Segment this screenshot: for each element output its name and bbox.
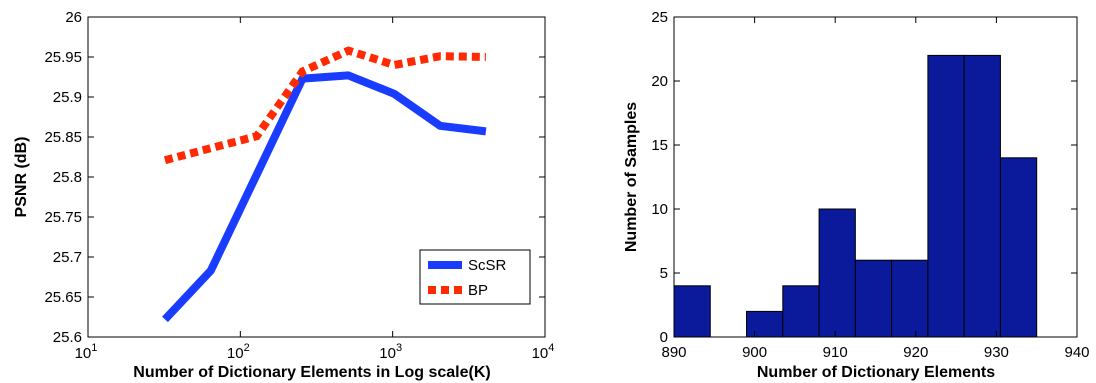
legend: ScSR BP (419, 249, 531, 305)
y-tick-label: 25.6 (53, 329, 82, 346)
series-line-bp (163, 46, 486, 165)
x-tick-label: 103 (379, 342, 402, 362)
y-tick-label: 25.8 (53, 169, 82, 186)
legend-label-scsr: ScSR (468, 257, 507, 274)
x-tick-label: 104 (532, 342, 555, 362)
x-tick-label: 920 (903, 344, 928, 361)
y-tick-label: 26 (65, 9, 82, 26)
x-tick-label: 102 (227, 342, 250, 362)
series-lines (162, 46, 487, 323)
x-tick-label: 910 (823, 344, 848, 361)
histogram-bar (927, 54, 965, 338)
x-tick-label: 101 (75, 342, 98, 362)
y-tick-label: 20 (651, 73, 668, 90)
psnr-line-chart: 25.6 25.65 25.7 25.75 25.8 25.85 25.9 25.95 26 10… (13, 9, 554, 381)
y-tick-label: 15 (651, 137, 668, 154)
axis-ticks: 25.6 25.65 25.7 25.75 25.8 25.85 25.9 25.95 26 10… (44, 9, 554, 362)
x-axis-label-right: Number of Dictionary Elements (757, 364, 995, 381)
y-axis-label: PSNR (dB) (13, 137, 30, 218)
histogram-bar (891, 259, 929, 338)
legend-box (419, 249, 531, 305)
y-tick-label: 0 (660, 329, 668, 346)
x-tick-label: 940 (1064, 344, 1089, 361)
histogram-bar (999, 157, 1038, 338)
x-tick-label: 890 (661, 344, 686, 361)
plot-area-frame-right (673, 16, 1078, 338)
x-tick-label: 930 (984, 344, 1009, 361)
histogram-bar (818, 208, 856, 338)
y-tick-label: 25.7 (53, 249, 82, 266)
histogram-chart: 0 5 10 15 20 25 890 900 910 920 930 940 Number of S… (623, 9, 1090, 381)
y-tick-label: 25.85 (44, 129, 82, 146)
histogram-bar (746, 310, 784, 338)
axis-ticks-right: 0 5 10 15 20 25 890 900 910 920 930 940 (651, 9, 1089, 361)
y-axis-label-right: Number of Samples (623, 102, 640, 252)
legend-label-bp: BP (468, 282, 488, 299)
y-tick-label: 25.9 (53, 89, 82, 106)
histogram-bars (673, 54, 1038, 338)
y-tick-label: 25.65 (44, 289, 82, 306)
histogram-bar (854, 259, 893, 338)
y-tick-label: 10 (651, 201, 668, 218)
x-tick-label: 900 (742, 344, 767, 361)
histogram-bar (963, 54, 1001, 338)
y-tick-label: 5 (660, 265, 668, 282)
y-tick-label: 25.75 (44, 209, 82, 226)
histogram-bar (673, 285, 711, 338)
series-line-scsr (162, 71, 487, 323)
y-tick-label: 25.95 (44, 49, 82, 66)
x-axis-label: Number of Dictionary Elements in Log sca… (133, 364, 490, 381)
y-tick-label: 25 (651, 9, 668, 26)
histogram-bar (782, 285, 820, 338)
